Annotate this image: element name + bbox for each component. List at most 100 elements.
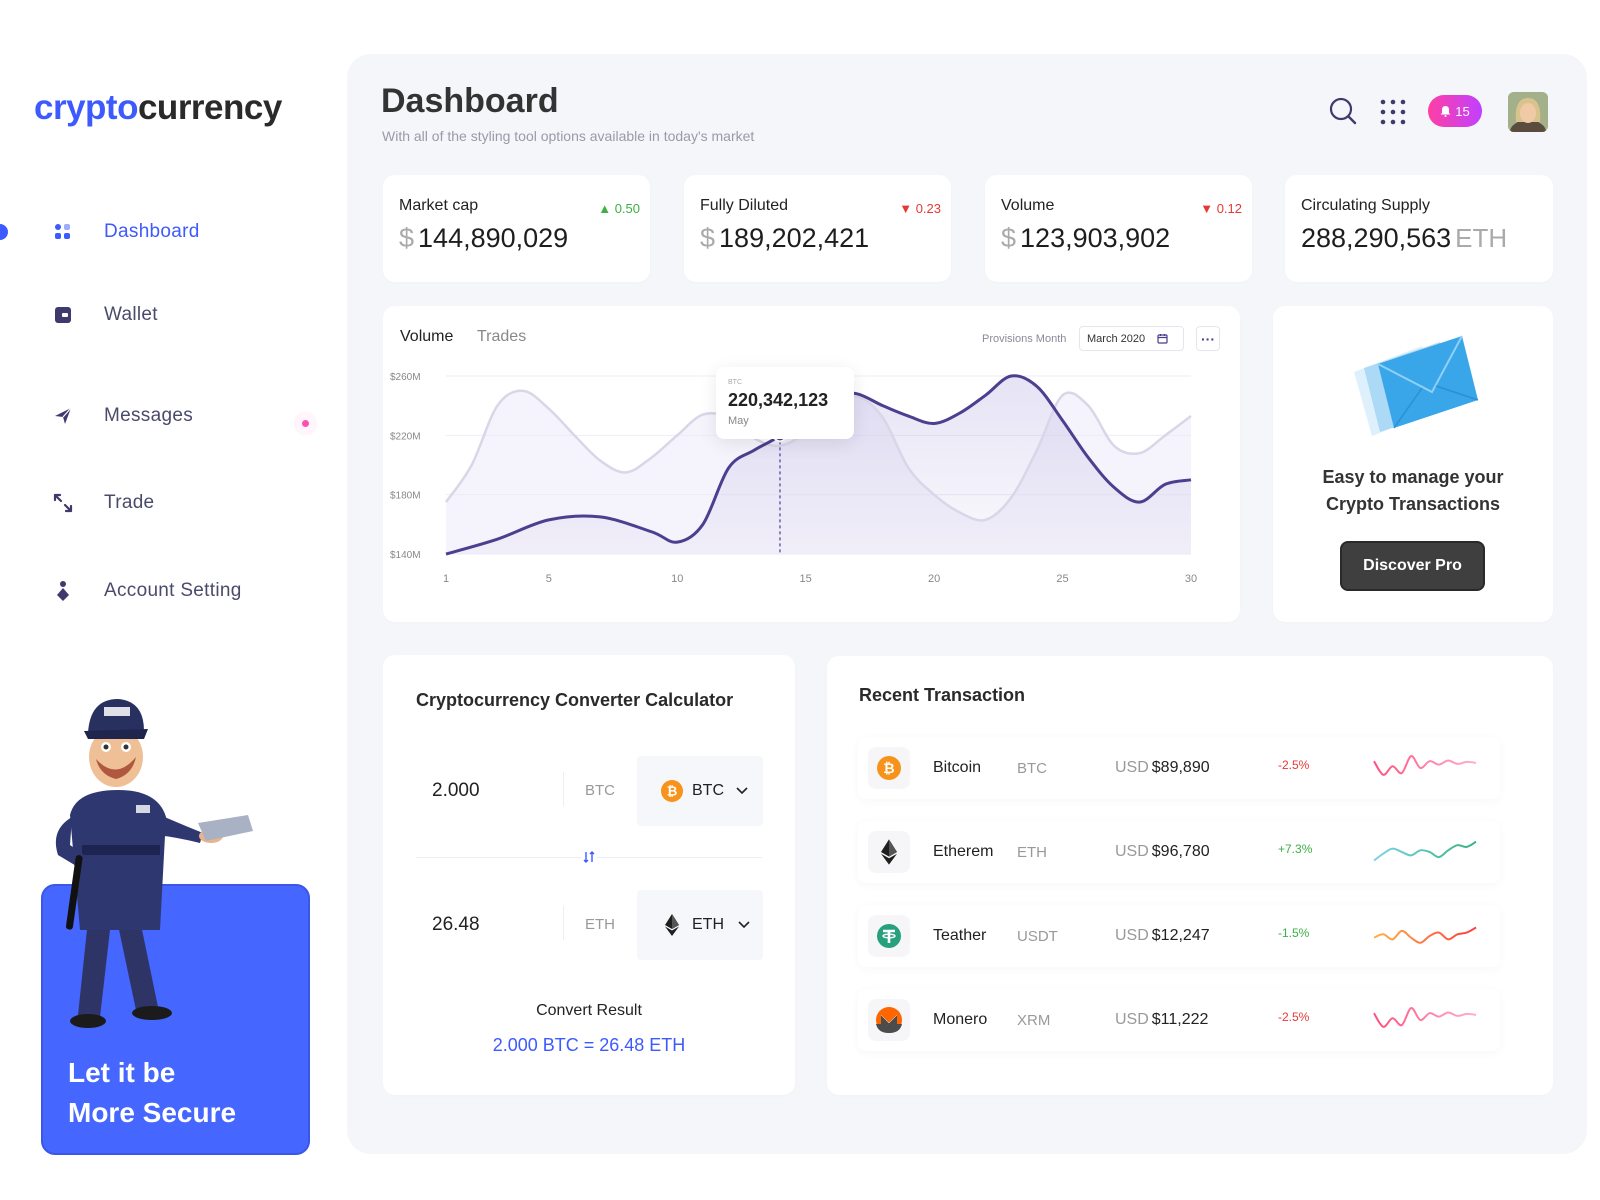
sidebar-item-label: Trade [104,492,155,513]
pro-card-line-1: Easy to manage your [1322,467,1504,487]
from-currency-select[interactable]: ₿ BTC [637,756,763,826]
stat-change: ▼ 0.23 [899,201,941,216]
transaction-row-tether[interactable]: Teather USDT USD $12,247 -1.5% [858,905,1500,967]
x-tick-label: 10 [671,573,683,585]
stat-value: $123,903,902 [1001,223,1170,254]
period-select[interactable]: March 2020 [1079,326,1184,351]
x-tick-label: 30 [1185,573,1197,585]
active-indicator [0,224,8,240]
unread-dot [302,420,309,427]
tx-sparkline [1373,755,1477,776]
tx-symbol: BTC [1017,760,1047,777]
tx-price-value: $96,780 [1151,843,1210,860]
x-tick-label: 1 [443,573,449,585]
transaction-row-bitcoin[interactable]: ₿ Bitcoin BTC USD $89,890 -2.5% [858,737,1500,799]
x-tick-label: 20 [928,573,940,585]
ethereum-icon [868,831,910,873]
more-options-button[interactable]: ··· [1196,326,1220,351]
sidebar-item-label: Messages [104,405,193,426]
sidebar-item-trade[interactable]: Trade [0,481,330,525]
page-title: Dashboard [381,82,559,120]
stat-value-number: 144,890,029 [418,223,569,253]
transactions-title: Recent Transaction [859,685,1026,705]
notification-badge[interactable]: 15 [1428,95,1482,127]
search-icon[interactable] [1328,96,1358,131]
sidebar-item-dashboard[interactable]: Dashboard [0,210,330,254]
tx-currency: USD [1115,843,1149,860]
tooltip-value: 220,342,123 [728,390,829,410]
currency-symbol: $ [700,223,716,253]
tx-symbol: USDT [1017,928,1058,945]
from-select-value: BTC [692,782,724,799]
svg-text:₿: ₿ [667,785,678,800]
to-amount-input[interactable]: 26.48 [432,914,480,935]
send-icon [52,405,74,427]
y-tick-label: $220M [390,431,421,442]
swap-icon[interactable] [581,849,597,865]
x-tick-label: 25 [1056,573,1068,585]
brand-logo[interactable]: cryptocurrency [34,88,282,128]
sidebar-item-wallet[interactable]: Wallet [0,293,330,337]
discover-pro-button[interactable]: Discover Pro [1340,541,1485,591]
brand-logo-part1: crypto [34,88,138,127]
avatar[interactable] [1508,92,1548,132]
stat-change-value: 0.12 [1216,201,1242,216]
tx-change: -2.5% [1278,758,1310,772]
stat-change: ▼ 0.12 [1200,201,1242,216]
tx-name: Bitcoin [933,759,982,776]
tx-name: Monero [933,1011,988,1028]
tooltip-tag: BTC [728,379,742,386]
tx-sparkline [1373,926,1477,944]
sidebar-item-account-setting[interactable]: Account Setting [0,569,330,613]
tx-symbol: XRM [1017,1012,1051,1029]
arrows-icon [52,492,74,514]
tx-currency: USD [1115,759,1149,776]
bitcoin-icon: ₿ [661,780,683,802]
promo-text: Let it be More Secure [68,1053,236,1133]
primary-series-line [445,374,1192,556]
tab-volume[interactable]: Volume [400,328,454,345]
to-code: ETH [585,916,615,933]
tx-change: +7.3% [1278,842,1313,856]
tooltip-label: May [728,415,749,427]
tx-symbol: ETH [1017,844,1047,861]
y-tick-label: $140M [390,550,421,561]
stat-change-value: 0.23 [915,201,941,216]
promo-line-1: Let it be [68,1057,176,1088]
convert-result-label: Convert Result [536,1002,642,1019]
stat-label: Volume [1001,197,1055,214]
chart-tooltip: BTC 220,342,123 May [716,367,854,439]
stat-unit: ETH [1455,223,1508,253]
tab-trades[interactable]: Trades [477,328,527,345]
tx-sparkline [1373,1007,1477,1028]
sidebar-item-messages[interactable]: Messages [0,394,330,438]
calendar-icon [1157,333,1168,344]
period-label: Provisions Month [982,333,1067,345]
stat-value: $144,890,029 [399,223,568,254]
to-currency-select[interactable]: ETH [637,890,763,960]
tx-price-value: $12,247 [1151,927,1210,944]
brand-logo-part2: currency [137,88,282,127]
converter-card [383,655,795,1095]
primary-series-area [446,375,1191,554]
sidebar-item-label: Account Setting [104,580,242,601]
converter-title: Cryptocurrency Converter Calculator [416,690,734,710]
svg-text:₿: ₿ [883,761,894,777]
apps-grid-icon[interactable] [1380,99,1406,130]
transaction-row-ethereum[interactable]: Etherem ETH USD $96,780 +7.3% [858,821,1500,883]
transaction-row-monero[interactable]: Monero XRM USD $11,222 -2.5% [858,989,1500,1051]
from-amount-input[interactable]: 2.000 [432,780,480,801]
tx-sparkline [1373,840,1477,862]
pro-card-line-2: Crypto Transactions [1325,494,1501,514]
sidebar-item-label: Dashboard [104,221,200,242]
stat-label: Market cap [399,197,479,214]
chevron-down-icon [736,787,748,795]
tx-price: USD $96,780 [1115,843,1210,861]
stat-value-number: 288,290,563 [1301,223,1452,253]
stat-value: $189,202,421 [700,223,869,254]
bell-icon [1440,105,1451,117]
input-divider [563,906,564,940]
page-subtitle: With all of the styling tool options ava… [382,128,755,144]
sparkline-path [1373,1007,1477,1028]
